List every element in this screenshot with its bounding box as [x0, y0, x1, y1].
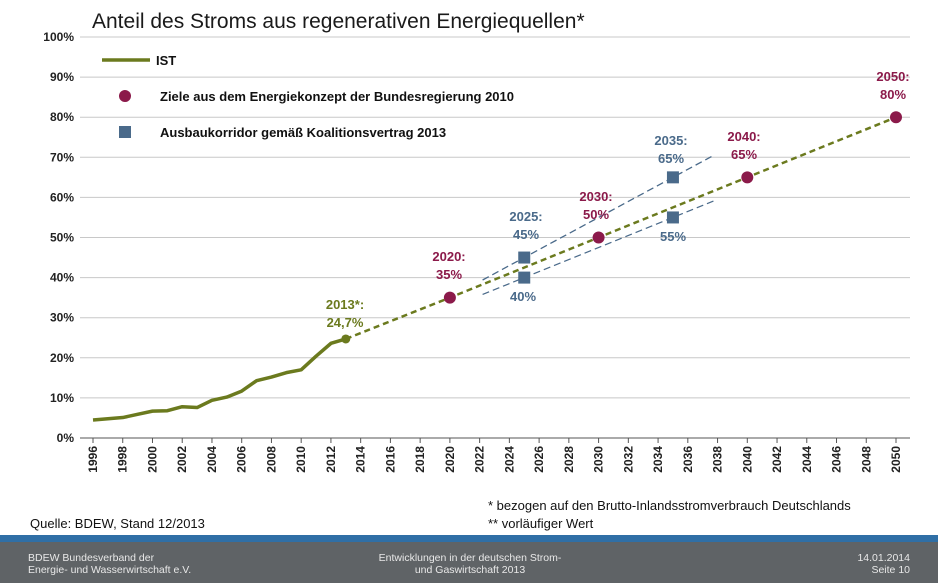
annotation-label: 2020: [432, 249, 465, 264]
korridor-point [518, 271, 531, 284]
x-axis: 1996 1998 2000 2002 2004 2006 2008 2010 2012 2014… [86, 438, 903, 473]
legend-korridor-label: Ausbaukorridor gemäß Koalitionsvertrag 2… [160, 125, 446, 140]
x-tick-label: 2000 [145, 446, 159, 473]
projection-line [345, 116, 897, 341]
footer-left-line2: Energie- und Wasserwirtschaft e.V. [28, 564, 192, 576]
x-tick-label: 2050 [889, 446, 903, 473]
y-tick-label: 60% [50, 190, 74, 204]
x-tick-label: 2024 [502, 446, 516, 473]
chart-title: Anteil des Stroms aus regenerativen Ener… [92, 10, 585, 33]
x-tick-label: 2038 [711, 446, 725, 473]
x-tick-label: 2018 [413, 446, 427, 473]
x-tick-label: 2012 [324, 446, 338, 473]
x-tick-label: 1996 [86, 446, 100, 473]
ziel-point [592, 231, 605, 244]
x-tick-label: 2030 [592, 446, 606, 473]
annotation-label: 2040: [727, 129, 760, 144]
y-tick-label: 50% [50, 231, 74, 245]
footer-left: BDEW Bundesverband der Energie- und Wass… [28, 552, 191, 576]
x-tick-label: 2006 [235, 446, 249, 473]
x-tick-label: 2026 [532, 446, 546, 473]
annotation-label: 40% [510, 289, 536, 304]
korridor-point [666, 211, 679, 224]
legend-korridor-swatch [119, 126, 131, 138]
x-tick-label: 2004 [205, 446, 219, 473]
x-tick-label: 2008 [264, 446, 278, 473]
corridor-lower-line [482, 200, 715, 296]
annotations: 2013*: 24,7% 2020: 35% 2030: 50% 2040: 65% 2050:… [326, 69, 910, 330]
x-tick-label: 2036 [681, 446, 695, 473]
annotation-label: 2025: [509, 209, 542, 224]
y-tick-label: 10% [50, 391, 74, 405]
x-tick-label: 2002 [175, 446, 189, 473]
x-tick-label: 2034 [651, 446, 665, 473]
annotation-value: 35% [436, 267, 462, 282]
annotation-value: 45% [513, 227, 539, 242]
footer-right-line1: 14.01.2014 [857, 552, 910, 564]
legend-ziel-label: Ziele aus dem Energiekonzept der Bundesr… [160, 89, 514, 104]
footer-center: Entwicklungen in der deutschen Strom- un… [340, 552, 600, 576]
annotation-value: 24,7% [327, 315, 364, 330]
annotation-label: 2013*: [326, 297, 364, 312]
x-tick-label: 2046 [830, 446, 844, 473]
x-tick-label: 2048 [859, 446, 873, 473]
y-axis: 0% 10% 20% 30% 40% 50% 60% 70% 80% 90% 100% [43, 30, 74, 445]
x-tick-label: 2010 [294, 446, 308, 473]
x-tick-label: 2042 [770, 446, 784, 473]
y-tick-label: 90% [50, 70, 74, 84]
footer-left-line1: BDEW Bundesverband der [28, 552, 155, 564]
footer-accent-bar [0, 535, 938, 542]
annotation-value: 65% [731, 147, 757, 162]
y-tick-label: 20% [50, 351, 74, 365]
ziel-point [741, 171, 754, 184]
annotation-label: 2035: [654, 133, 687, 148]
y-tick-label: 80% [50, 110, 74, 124]
ziel-point [890, 111, 902, 124]
footnote-2: ** vorläufiger Wert [488, 516, 594, 531]
x-tick-label: 2032 [621, 446, 635, 473]
annotation-value: 80% [880, 87, 906, 102]
korridor-point [666, 171, 679, 184]
y-tick-label: 70% [50, 150, 74, 164]
annotation-value: 65% [658, 151, 684, 166]
legend-ziel-swatch [119, 90, 131, 102]
legend: IST Ziele aus dem Energiekonzept der Bund… [102, 53, 514, 140]
korridor-point [518, 251, 531, 264]
y-tick-label: 0% [57, 431, 75, 445]
x-tick-label: 2014 [354, 446, 368, 473]
x-tick-label: 1998 [116, 446, 130, 473]
footer-right-line2: Seite 10 [871, 564, 910, 576]
source-note: Quelle: BDEW, Stand 12/2013 [30, 516, 205, 531]
ziel-point [443, 291, 456, 304]
x-tick-label: 2040 [740, 446, 754, 473]
y-tick-label: 40% [50, 271, 74, 285]
footnote-1: * bezogen auf den Brutto-Inlandsstromver… [488, 498, 851, 513]
y-tick-label: 30% [50, 311, 74, 325]
x-tick-label: 2044 [800, 446, 814, 473]
chart: Anteil des Stroms aus regenerativen Ener… [43, 10, 910, 473]
annotation-label: 2030: [579, 189, 612, 204]
x-tick-label: 2020 [443, 446, 457, 473]
x-tick-label: 2028 [562, 446, 576, 473]
x-tick-label: 2016 [383, 446, 397, 473]
footer-right: 14.01.2014 Seite 10 [820, 552, 910, 576]
legend-ist-label: IST [156, 53, 176, 68]
series-layer [92, 111, 902, 422]
annotation-label: 2050: [876, 69, 909, 84]
footer-center-line1: Entwicklungen in der deutschen Strom- [378, 552, 562, 564]
footer-center-line2: und Gaswirtschaft 2013 [414, 564, 526, 576]
annotation-label: 55% [660, 229, 686, 244]
footer [0, 535, 938, 583]
y-tick-label: 100% [43, 30, 74, 44]
annotation-value: 50% [583, 207, 609, 222]
x-tick-label: 2022 [473, 446, 487, 473]
ist-line [92, 337, 347, 422]
corridor-lines [482, 154, 715, 296]
